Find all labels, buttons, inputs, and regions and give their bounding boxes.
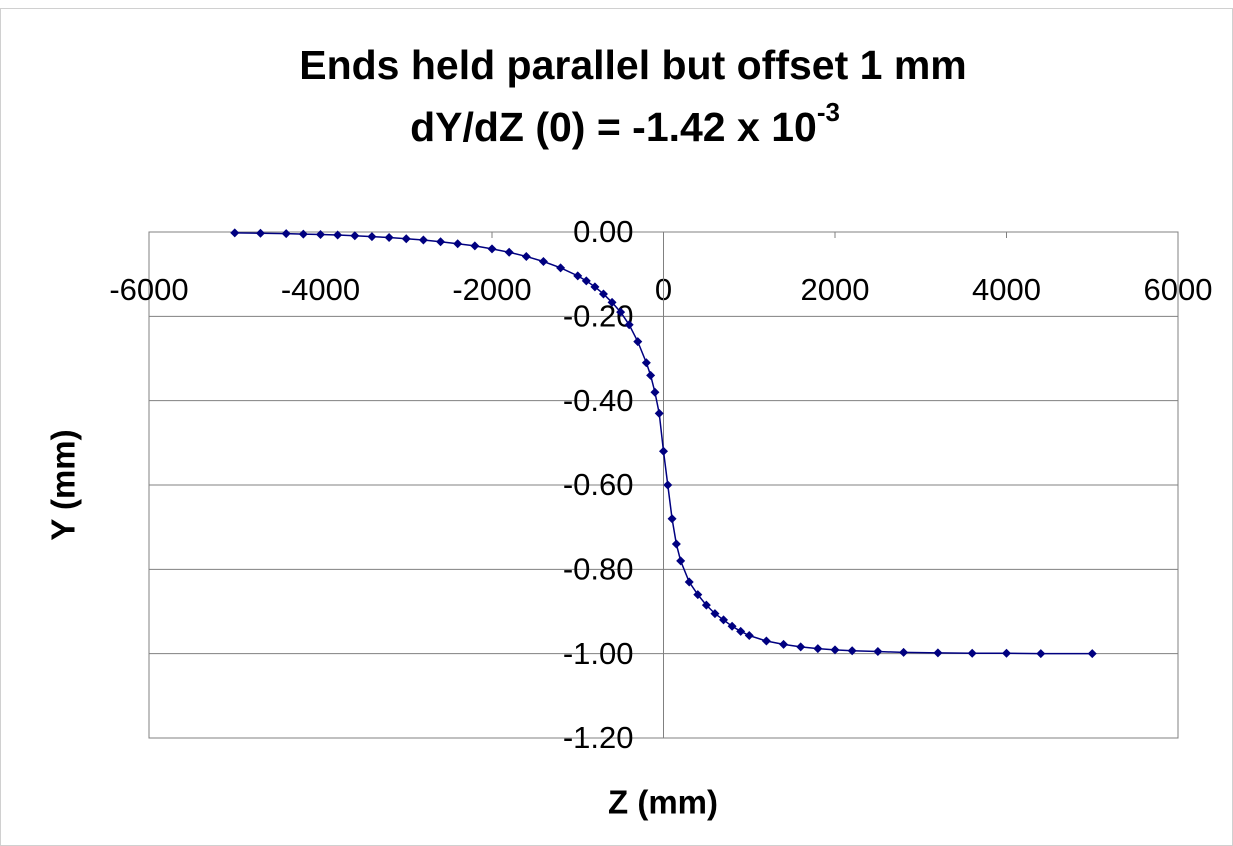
data-point <box>453 239 463 249</box>
chart-title: Ends held parallel but offset 1 mm <box>299 42 967 88</box>
data-point <box>693 590 703 600</box>
data-point <box>684 577 694 587</box>
data-point <box>761 636 771 646</box>
data-point <box>967 648 977 658</box>
x-tick-label: 4000 <box>972 272 1041 307</box>
data-point <box>487 244 497 254</box>
y-tick-label: -0.40 <box>563 383 634 418</box>
data-point <box>255 228 265 238</box>
data-point <box>556 263 566 273</box>
data-point <box>538 257 548 267</box>
chart-frame <box>0 8 1233 846</box>
data-point <box>646 370 656 380</box>
data-point <box>436 237 446 247</box>
data-point <box>281 229 291 239</box>
data-point <box>367 232 377 242</box>
data-point <box>727 621 737 631</box>
y-tick-label: -1.20 <box>563 720 634 755</box>
data-point <box>573 271 583 281</box>
x-tick-label: -2000 <box>452 272 531 307</box>
data-point <box>350 231 360 241</box>
data-point <box>504 247 514 257</box>
x-tick-label: -6000 <box>109 272 188 307</box>
y-tick-label: -1.00 <box>563 636 634 671</box>
data-point <box>581 276 591 286</box>
data-point <box>744 631 754 641</box>
data-point <box>796 642 806 652</box>
data-point <box>847 646 857 656</box>
data-point <box>676 556 686 566</box>
x-tick-label: -4000 <box>281 272 360 307</box>
data-point <box>521 251 531 261</box>
data-point <box>333 230 343 240</box>
data-point <box>873 647 883 657</box>
y-axis-title: Y (mm) <box>45 429 82 540</box>
data-point <box>384 232 394 242</box>
y-tick-label: -0.60 <box>563 467 634 502</box>
y-tick-label: 0.00 <box>573 214 633 249</box>
data-point <box>779 639 789 649</box>
data-point <box>933 648 943 658</box>
data-point <box>1087 649 1097 659</box>
x-tick-label: 2000 <box>801 272 870 307</box>
data-point <box>654 408 664 418</box>
data-point <box>418 235 428 245</box>
data-point <box>598 289 608 299</box>
data-point <box>671 539 681 549</box>
subtitle-superscript: -3 <box>817 97 840 127</box>
x-axis-title: Z (mm) <box>608 784 718 821</box>
data-point <box>607 297 617 307</box>
data-point <box>316 230 325 240</box>
data-point <box>663 480 673 490</box>
data-point <box>633 337 643 347</box>
y-tick-label: -0.20 <box>563 299 634 334</box>
data-point <box>1036 649 1046 659</box>
data-point <box>470 241 480 251</box>
data-point <box>650 387 660 397</box>
data-point <box>701 600 711 610</box>
data-point <box>667 514 677 524</box>
data-point <box>719 615 729 625</box>
data-point <box>659 446 668 456</box>
x-tick-label: 6000 <box>1144 272 1213 307</box>
data-point <box>813 644 823 654</box>
data-point <box>899 647 909 657</box>
data-point <box>590 282 600 292</box>
y-tick-label: -0.80 <box>563 552 634 587</box>
data-point <box>298 229 308 239</box>
data-point <box>230 228 240 238</box>
data-point <box>401 234 411 244</box>
data-point <box>830 645 840 655</box>
data-point <box>616 307 626 317</box>
data-point <box>1002 648 1011 658</box>
data-point <box>641 358 651 368</box>
chart-subtitle: dY/dZ (0) = -1.42 x 10-3 <box>410 97 840 150</box>
data-point <box>736 626 746 636</box>
subtitle-text: dY/dZ (0) = -1.42 x 10 <box>410 104 817 150</box>
data-point <box>624 320 634 330</box>
data-point <box>710 609 720 619</box>
